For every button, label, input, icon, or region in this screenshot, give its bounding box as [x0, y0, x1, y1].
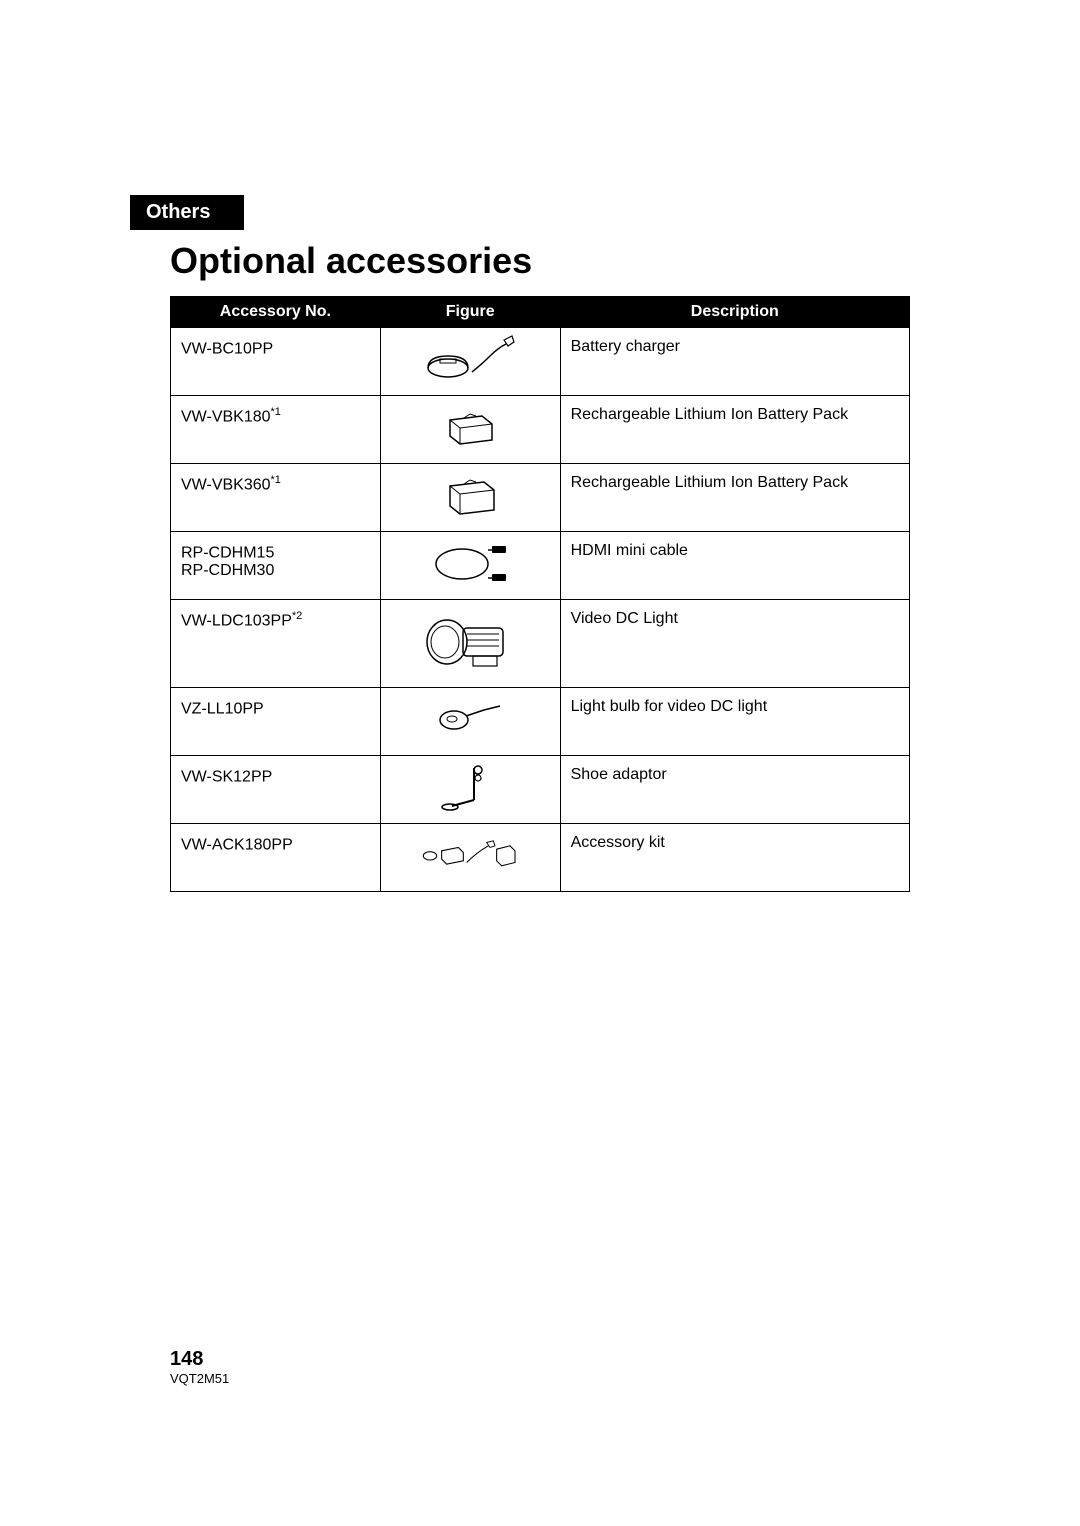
cell-description: Video DC Light: [560, 600, 909, 688]
cell-description: Rechargeable Lithium Ion Battery Pack: [560, 396, 909, 464]
section-tab: Others: [130, 195, 244, 230]
header-accessory-no: Accessory No.: [171, 297, 381, 328]
cell-figure: [380, 756, 560, 824]
header-figure: Figure: [380, 297, 560, 328]
page-number: 148: [170, 1348, 229, 1371]
table-row: VW-SK12PP Shoe adaptor: [171, 756, 910, 824]
cell-figure: [380, 824, 560, 892]
cell-accessory-no: VW-ACK180PP: [171, 824, 381, 892]
cell-description: Light bulb for video DC light: [560, 688, 909, 756]
cell-accessory-no: VW-LDC103PP*2: [171, 600, 381, 688]
accessories-table: Accessory No. Figure Description VW-BC10…: [170, 296, 910, 892]
cell-description: Accessory kit: [560, 824, 909, 892]
cell-figure: [380, 464, 560, 532]
table-row: VW-BC10PP Battery charger: [171, 328, 910, 396]
table-row: VW-ACK180PP Accessory kit: [171, 824, 910, 892]
table-row: RP-CDHM15 RP-CDHM30 HDMI mini cable: [171, 532, 910, 600]
table-row: VZ-LL10PP Light bulb for video DC light: [171, 688, 910, 756]
doc-code: VQT2M51: [170, 1371, 229, 1386]
cell-figure: [380, 688, 560, 756]
table-header-row: Accessory No. Figure Description: [171, 297, 910, 328]
page-title: Optional accessories: [170, 240, 950, 282]
cell-figure: [380, 328, 560, 396]
accessory-kit-icon: [420, 830, 520, 880]
page-footer: 148 VQT2M51: [170, 1348, 229, 1386]
cell-figure: [380, 396, 560, 464]
cell-accessory-no: VZ-LL10PP: [171, 688, 381, 756]
hdmi-cable-icon: [420, 538, 520, 588]
cell-accessory-no: VW-VBK360*1: [171, 464, 381, 532]
cell-figure: [380, 600, 560, 688]
cell-description: Battery charger: [560, 328, 909, 396]
table-row: VW-LDC103PP*2 Video DC Light: [171, 600, 910, 688]
battery-charger-icon: [420, 334, 520, 384]
light-bulb-icon: [420, 694, 520, 744]
table-row: VW-VBK180*1 Rechargeable Lithium Ion Bat…: [171, 396, 910, 464]
cell-description: HDMI mini cable: [560, 532, 909, 600]
cell-figure: [380, 532, 560, 600]
cell-accessory-no: VW-VBK180*1: [171, 396, 381, 464]
battery-pack-icon: [420, 402, 520, 452]
cell-accessory-no: VW-BC10PP: [171, 328, 381, 396]
shoe-adaptor-icon: [420, 762, 520, 812]
header-description: Description: [560, 297, 909, 328]
manual-page: Others Optional accessories Accessory No…: [0, 0, 1080, 1526]
cell-accessory-no: RP-CDHM15 RP-CDHM30: [171, 532, 381, 600]
cell-accessory-no: VW-SK12PP: [171, 756, 381, 824]
table-row: VW-VBK360*1 Rechargeable Lithium Ion Bat…: [171, 464, 910, 532]
battery-pack-icon: [420, 470, 520, 520]
video-dc-light-icon: [415, 606, 525, 676]
cell-description: Shoe adaptor: [560, 756, 909, 824]
cell-description: Rechargeable Lithium Ion Battery Pack: [560, 464, 909, 532]
